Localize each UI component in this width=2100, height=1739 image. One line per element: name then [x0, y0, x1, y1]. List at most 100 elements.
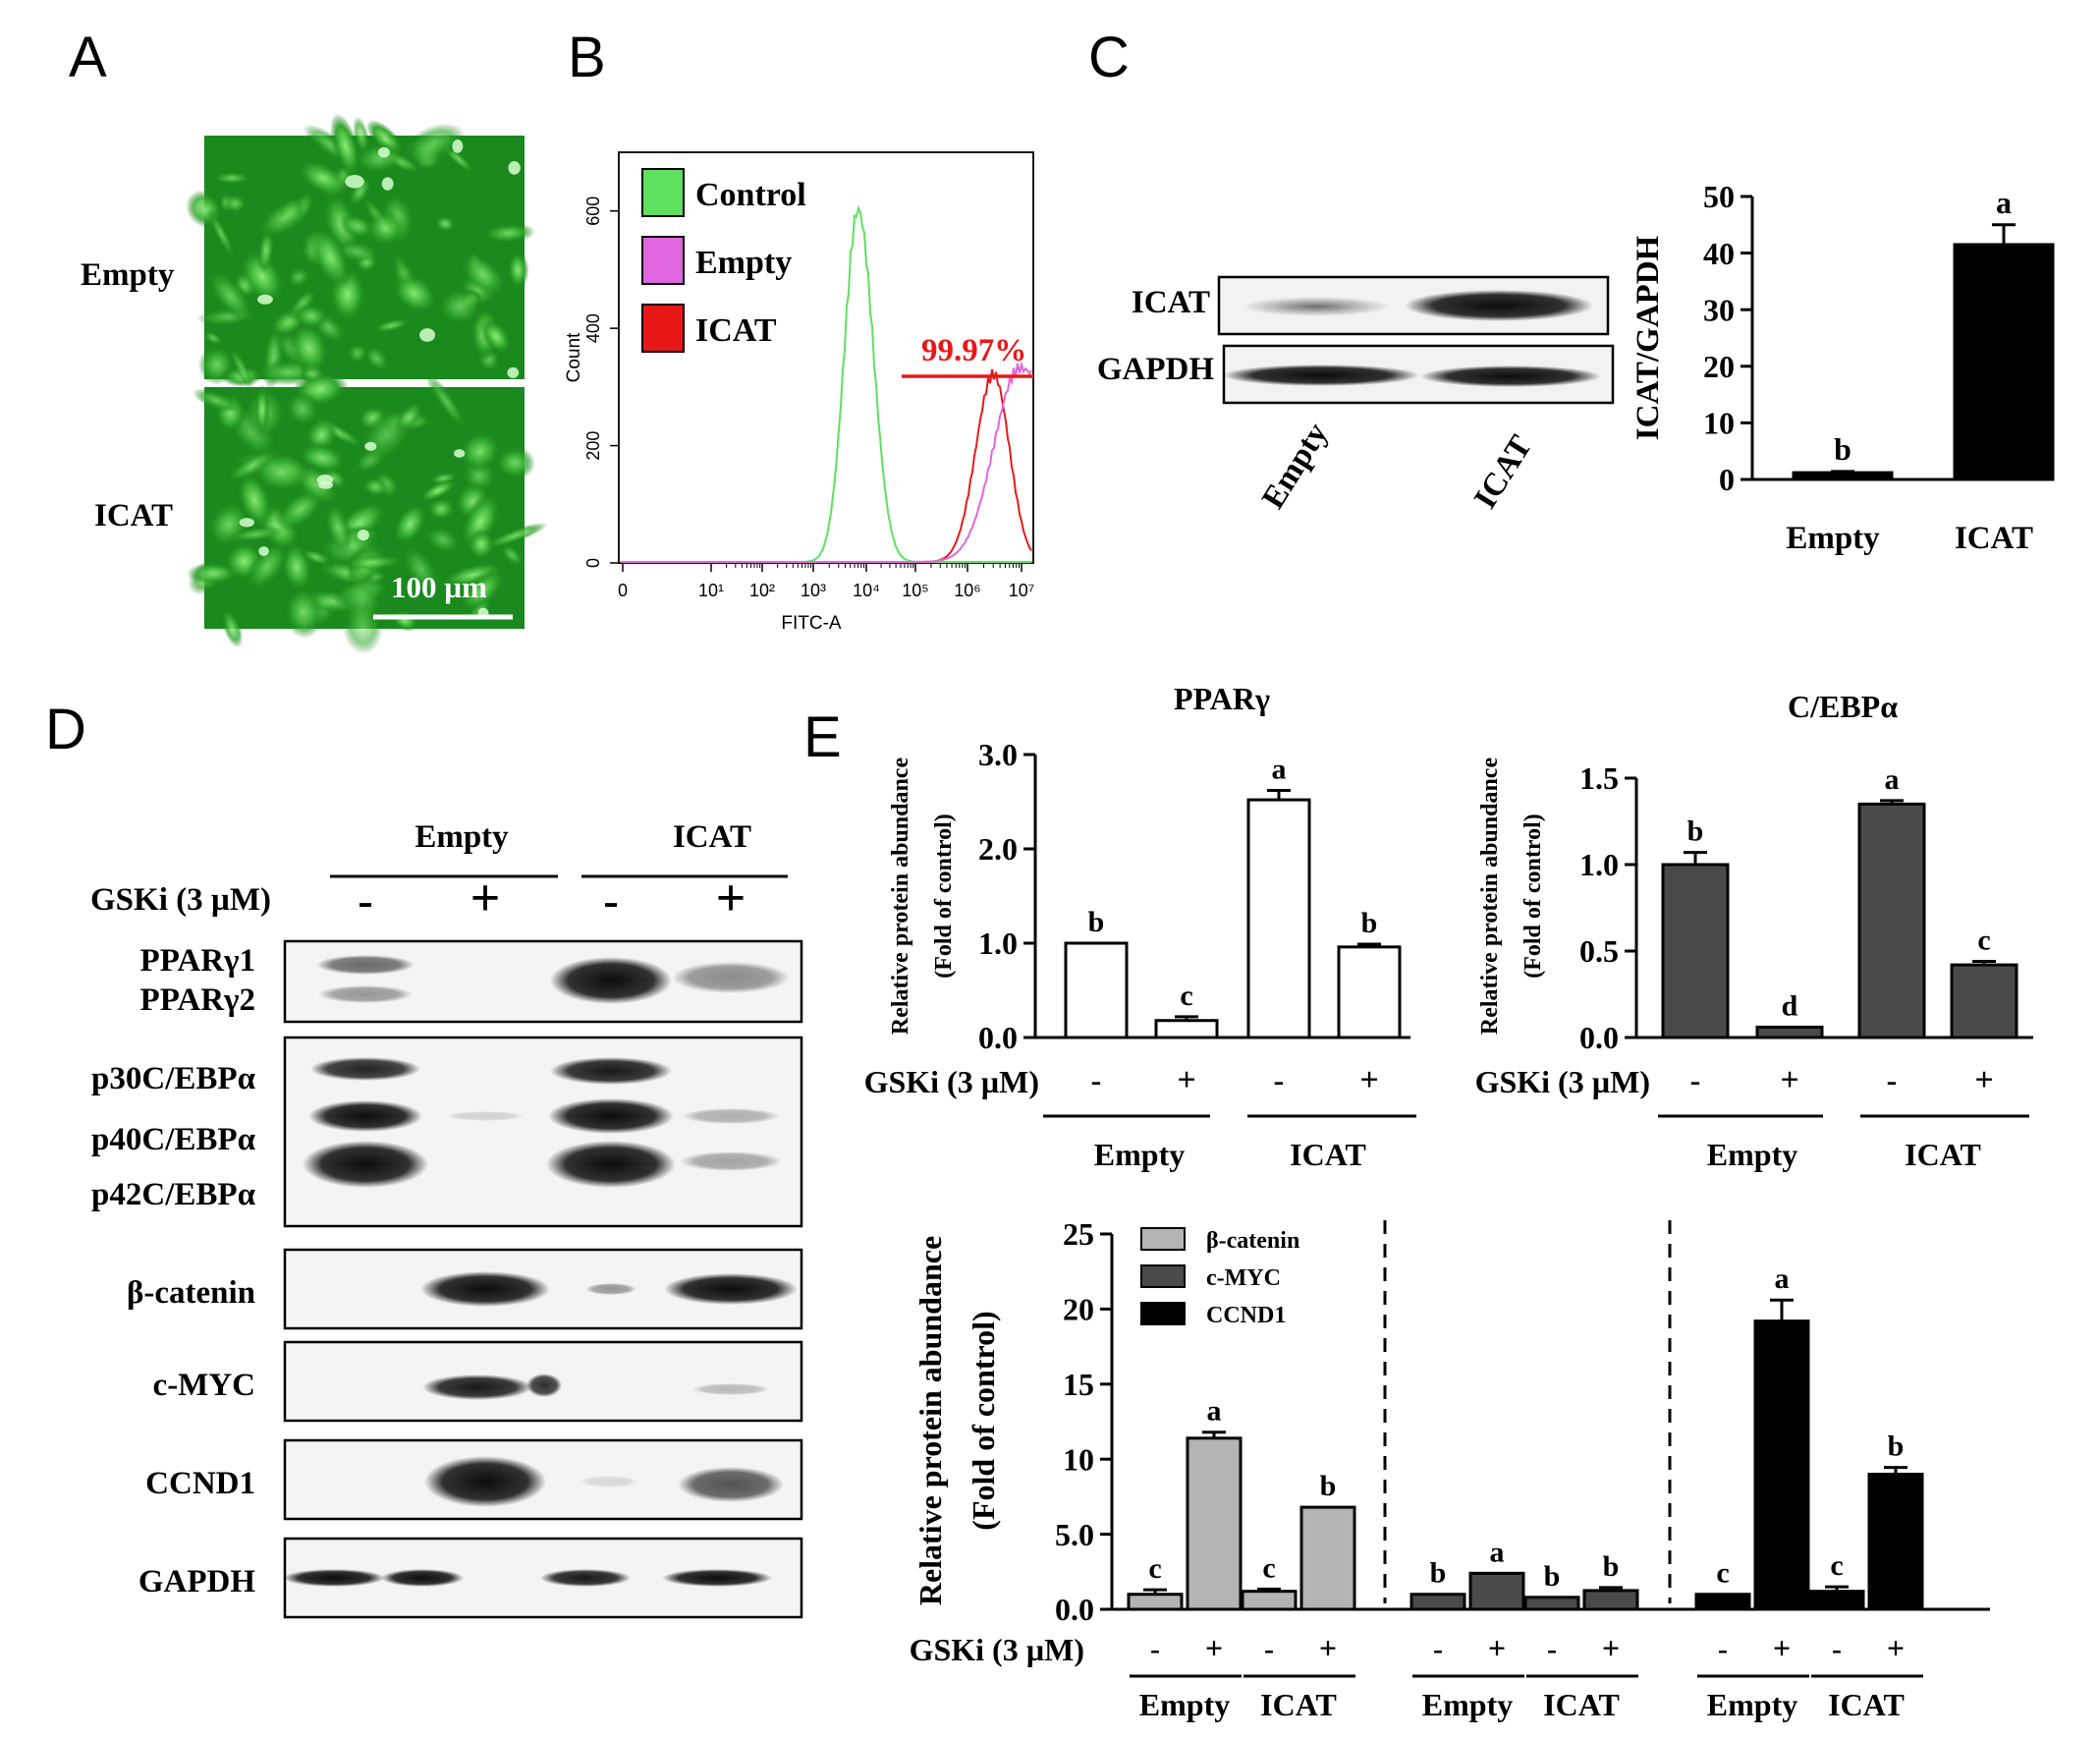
treatment-sign: -	[1718, 1633, 1728, 1665]
cell-mark	[440, 562, 507, 589]
cell-mark	[424, 371, 468, 430]
legend-label: β-catenin	[1206, 1228, 1299, 1254]
bright-cell-mark	[345, 175, 364, 189]
treatment-sign: +	[1974, 1062, 1993, 1098]
treatment-sign: -	[1547, 1633, 1557, 1665]
cell-mark	[300, 548, 333, 566]
cell-mark	[494, 445, 536, 480]
flow-y-tick-label: 0	[583, 558, 603, 568]
y-axis-label: ICAT/GAPDH	[1630, 235, 1666, 440]
blot-band	[310, 1057, 420, 1081]
cell-mark	[348, 176, 372, 207]
d-group-empty: Empty	[414, 819, 509, 855]
bright-cell-mark	[381, 177, 394, 191]
panel-c: C ICAT GAPDH Empty ICAT 0 10 20 30 40 50 b a Emp…	[1088, 26, 2055, 556]
significance-letter: b	[1888, 1430, 1905, 1463]
blot-band	[318, 985, 413, 1003]
flow-legend-label: Empty	[695, 245, 792, 281]
blot-band	[662, 1569, 772, 1587]
treatment-label: GSKi (3 µM)	[910, 1632, 1084, 1667]
treatment-sign: +	[1887, 1630, 1905, 1665]
blot-band	[308, 1100, 422, 1132]
bright-cell-mark	[316, 475, 334, 485]
bright-cell-mark	[377, 146, 390, 158]
y-tick-label: 3.0	[978, 737, 1018, 772]
blot-band	[672, 962, 790, 993]
flow-legend-swatch	[641, 236, 685, 285]
bar	[1857, 802, 1926, 1039]
treatment-sign: +	[1780, 1062, 1798, 1098]
significance-letter: b	[1430, 1557, 1447, 1590]
panel-b: B 0 10¹ 10² 10³ 10⁴ 10⁵ 10⁶ 10⁷ 0 200 400 600 FITC-…	[564, 26, 1034, 634]
blot-band	[424, 1456, 546, 1507]
bar	[1154, 1019, 1219, 1039]
treatment-sign: +	[1177, 1062, 1195, 1098]
blot-band	[381, 1569, 464, 1587]
y-tick-label: 0.0	[978, 1020, 1018, 1055]
treatment-sign: -	[1433, 1633, 1443, 1665]
blot-band	[526, 1374, 562, 1397]
y-tick-label: 1.0	[1579, 847, 1619, 882]
group-label: Empty	[1139, 1687, 1230, 1722]
chart-title: C/EBPα	[1788, 689, 1898, 724]
significance-letter: c	[1262, 1551, 1275, 1584]
cell-mark	[228, 345, 253, 390]
band-c-icat-icat	[1405, 290, 1593, 321]
significance-letter: a	[1272, 753, 1287, 785]
bright-cell-mark	[258, 546, 269, 557]
cell-mark	[428, 472, 459, 485]
cell-mark	[436, 287, 483, 326]
treatment-label: GSKi (3 µM)	[1475, 1064, 1650, 1099]
cell-mark	[418, 478, 459, 503]
flow-ylabel: Count	[564, 332, 584, 382]
bar	[1753, 1319, 1810, 1611]
group-label: ICAT	[1260, 1687, 1337, 1722]
d-treatment-label: GSKi (3 µM)	[90, 882, 271, 918]
legend-swatch	[1140, 1264, 1186, 1288]
significance-letter: b	[1088, 906, 1105, 938]
cell-mark	[364, 209, 406, 248]
y-tick-label: 10	[1703, 406, 1735, 441]
bar	[1241, 1590, 1298, 1611]
y-tick-label: 0.5	[1579, 933, 1619, 969]
row-label-icat: ICAT	[94, 498, 173, 533]
flow-legend-swatch	[641, 304, 685, 353]
blot-band	[585, 1283, 636, 1295]
chart-title: PPARγ	[1174, 681, 1270, 716]
blot-band	[283, 1569, 385, 1587]
treatment-sign: -	[1832, 1633, 1842, 1665]
y-tick-label: 0	[1719, 462, 1735, 497]
blot-band	[446, 1111, 525, 1121]
y-tick-label: 20	[1703, 349, 1735, 384]
bar	[1694, 1593, 1751, 1611]
cell-mark	[459, 252, 508, 297]
significance-letter: d	[1782, 989, 1798, 1022]
flow-y-tick-label: 600	[583, 196, 603, 226]
group-label: Empty	[1707, 1137, 1797, 1172]
cell-mark	[426, 496, 457, 522]
significance-letter: c	[1977, 925, 1990, 957]
bar	[1468, 1571, 1525, 1611]
flow-x-tick-label: 10¹	[698, 581, 724, 600]
treatment-sign: +	[1359, 1062, 1378, 1098]
treatment-sign: +	[716, 869, 746, 927]
treatment-sign: -	[1264, 1633, 1274, 1665]
y-tick-label: 25	[1063, 1216, 1094, 1252]
cell-mark	[192, 388, 241, 413]
gate-label: 99.97%	[921, 333, 1026, 368]
blot-d-row-label: PPARγ1	[140, 943, 255, 979]
cell-mark	[459, 567, 507, 614]
y-tick-label: 10	[1063, 1441, 1094, 1477]
flow-x-tick-label: 10⁴	[853, 581, 880, 600]
cell-mark	[434, 215, 457, 233]
bright-cell-mark	[239, 518, 254, 528]
blot-c	[1217, 275, 1615, 405]
cell-mark	[481, 522, 548, 550]
blot-c-label-gapdh: GAPDH	[1097, 352, 1214, 387]
cell-mark	[284, 391, 320, 427]
cell-mark	[224, 193, 248, 214]
bar	[1186, 1436, 1243, 1611]
treatment-sign: -	[1091, 1062, 1102, 1097]
panel-e: E 0.0 1.0 2.0 3.0 b c a b PPARγ Relative protein …	[803, 681, 2033, 1722]
cell-mark	[394, 401, 424, 432]
